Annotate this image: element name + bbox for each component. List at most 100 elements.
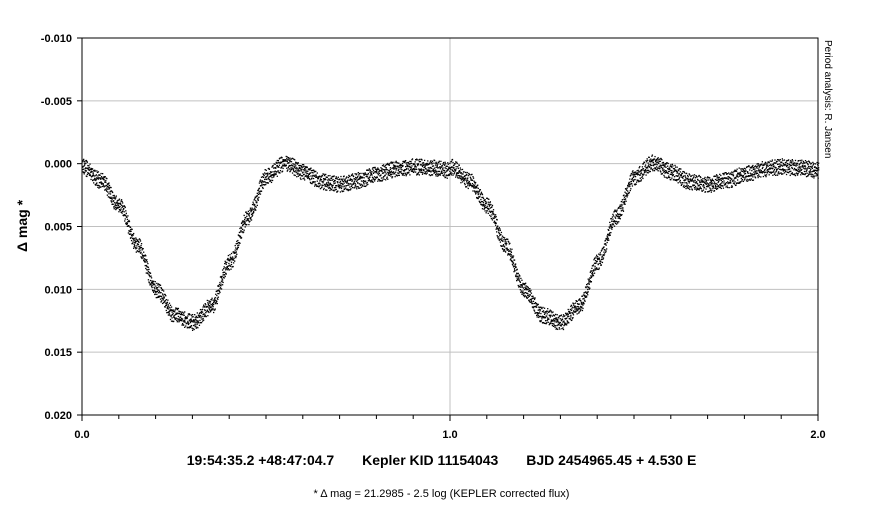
data-point xyxy=(513,269,516,271)
data-point xyxy=(601,249,603,251)
data-point xyxy=(688,178,690,180)
data-point xyxy=(556,318,558,320)
data-point xyxy=(294,170,296,173)
data-point xyxy=(615,211,618,213)
data-point xyxy=(287,159,289,161)
data-point xyxy=(544,320,547,322)
data-point xyxy=(795,163,798,165)
data-point xyxy=(512,264,514,266)
data-point xyxy=(778,166,780,168)
data-point xyxy=(711,178,714,180)
data-point xyxy=(460,175,462,177)
data-point xyxy=(608,229,610,232)
data-point xyxy=(446,169,448,172)
data-point xyxy=(227,259,230,261)
data-point xyxy=(439,173,441,175)
data-point xyxy=(440,166,443,168)
data-point xyxy=(503,245,505,247)
data-point xyxy=(529,301,531,303)
data-point xyxy=(500,231,503,234)
data-point xyxy=(109,190,112,192)
data-point xyxy=(217,292,219,295)
data-point xyxy=(305,172,307,174)
data-point xyxy=(582,298,584,300)
data-point xyxy=(441,168,444,170)
data-point xyxy=(483,207,486,209)
data-point xyxy=(146,266,149,268)
data-point xyxy=(82,166,84,168)
data-point xyxy=(87,171,89,174)
data-point xyxy=(461,181,464,183)
data-point xyxy=(537,312,539,314)
data-point xyxy=(88,172,90,175)
data-point xyxy=(143,259,145,261)
data-point xyxy=(512,262,515,264)
data-point xyxy=(807,174,809,177)
data-point xyxy=(285,159,287,161)
data-point xyxy=(82,168,84,171)
data-point xyxy=(380,180,382,182)
data-point xyxy=(261,180,264,182)
data-point xyxy=(99,178,102,180)
data-point xyxy=(817,177,819,179)
data-point xyxy=(290,167,292,169)
data-point xyxy=(773,165,775,167)
data-point xyxy=(768,174,770,176)
data-point xyxy=(633,175,635,177)
data-point xyxy=(211,309,213,311)
data-point xyxy=(112,203,114,205)
data-point xyxy=(577,309,579,312)
data-point xyxy=(83,168,85,170)
data-point xyxy=(358,187,360,189)
data-point xyxy=(428,167,430,169)
data-point xyxy=(86,175,88,178)
data-point xyxy=(106,194,109,196)
data-point xyxy=(734,181,736,183)
data-point xyxy=(239,236,242,238)
data-point xyxy=(286,156,288,158)
data-point xyxy=(489,211,492,213)
data-point xyxy=(800,162,802,164)
data-point xyxy=(207,302,209,304)
data-point xyxy=(542,321,545,324)
data-point xyxy=(348,184,350,186)
data-point xyxy=(457,177,459,179)
data-point xyxy=(552,322,554,325)
data-point xyxy=(748,165,750,167)
data-point xyxy=(363,177,365,179)
data-point xyxy=(415,171,417,173)
data-point xyxy=(112,195,114,197)
data-point xyxy=(146,269,148,271)
data-point xyxy=(677,182,679,184)
data-point xyxy=(719,179,721,181)
data-point xyxy=(320,187,323,189)
data-point xyxy=(613,211,615,213)
data-point xyxy=(526,287,528,289)
data-point xyxy=(401,174,404,176)
data-point xyxy=(527,292,529,295)
data-point xyxy=(458,177,460,179)
data-point xyxy=(814,169,817,172)
data-point xyxy=(154,281,156,283)
data-point xyxy=(333,187,336,189)
data-point xyxy=(437,175,439,177)
data-point xyxy=(302,171,304,173)
data-point xyxy=(715,188,718,190)
data-point xyxy=(311,182,313,185)
data-point xyxy=(282,160,285,163)
data-point xyxy=(440,172,442,175)
data-point xyxy=(275,167,277,169)
data-point xyxy=(679,171,681,173)
data-point xyxy=(614,209,616,211)
data-point xyxy=(207,315,209,317)
data-point xyxy=(388,163,390,166)
data-point xyxy=(105,181,107,183)
data-point xyxy=(290,161,293,163)
data-point xyxy=(384,169,386,171)
data-point xyxy=(392,167,394,169)
data-point xyxy=(716,175,719,177)
data-point xyxy=(191,316,193,318)
data-point xyxy=(799,168,801,170)
data-point xyxy=(525,289,527,291)
data-point xyxy=(425,172,427,174)
